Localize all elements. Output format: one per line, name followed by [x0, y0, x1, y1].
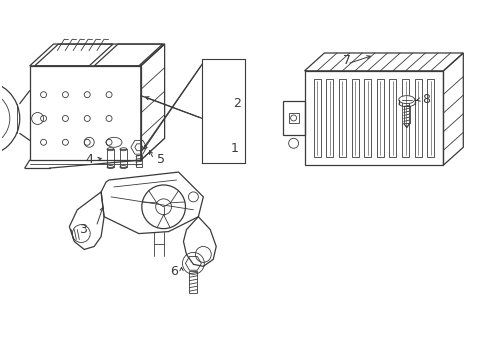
Ellipse shape: [399, 96, 415, 104]
Bar: [120, 149, 127, 167]
Bar: [136, 155, 142, 167]
Bar: [289, 113, 298, 123]
Text: 5: 5: [157, 153, 165, 166]
Text: 4: 4: [85, 153, 93, 166]
Text: 6: 6: [171, 265, 178, 278]
Bar: [404, 105, 410, 123]
Bar: [107, 149, 114, 167]
Text: 7: 7: [343, 54, 351, 67]
Text: 2: 2: [233, 97, 241, 110]
Text: 3: 3: [79, 223, 87, 236]
Bar: [190, 271, 197, 293]
Text: 1: 1: [231, 142, 239, 155]
Text: 8: 8: [422, 93, 431, 106]
